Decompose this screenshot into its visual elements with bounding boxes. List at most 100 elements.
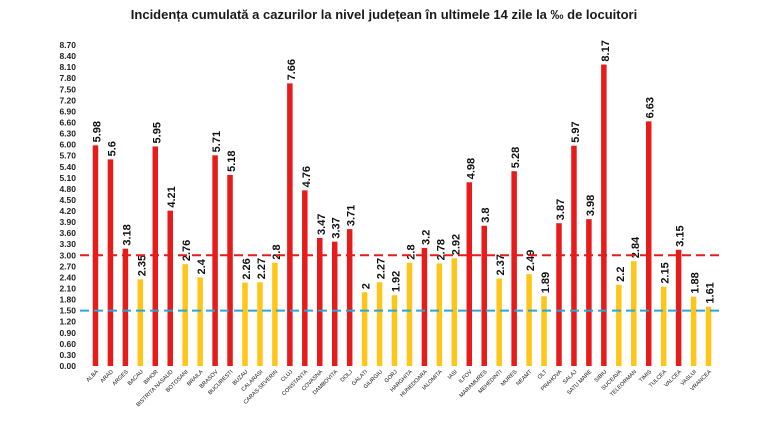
data-label: 1.92 <box>391 271 403 292</box>
y-tick-label: 5.10 <box>59 173 76 183</box>
bar <box>287 83 293 367</box>
bar <box>242 282 248 366</box>
bar <box>257 282 263 366</box>
data-label: 5.98 <box>91 121 103 142</box>
data-label: 2.84 <box>630 236 642 258</box>
bar <box>227 174 233 366</box>
y-tick-label: 7.80 <box>59 73 76 83</box>
data-label: 3.71 <box>346 205 358 226</box>
bar <box>212 155 218 366</box>
y-tick-label: 7.50 <box>59 84 76 94</box>
data-label: 2.92 <box>450 234 462 255</box>
data-label: 2.2 <box>615 267 627 282</box>
data-label: 4.21 <box>166 186 178 207</box>
bar <box>616 284 622 366</box>
y-tick-label: 8.40 <box>59 51 76 61</box>
bar <box>137 279 144 366</box>
y-tick-label: 6.30 <box>59 129 76 139</box>
bar <box>436 263 443 366</box>
y-tick-label: 2.70 <box>59 261 76 271</box>
data-label: 2.8 <box>271 244 283 259</box>
data-label: 2 <box>361 283 373 289</box>
y-tick-label: 1.50 <box>59 306 76 316</box>
data-label: 2.76 <box>181 240 193 261</box>
data-label: 1.88 <box>690 272 702 293</box>
bar <box>660 286 667 366</box>
data-label: 3.8 <box>480 207 492 222</box>
y-tick-label: 8.70 <box>59 40 76 50</box>
bar <box>107 159 114 366</box>
bar <box>197 277 203 366</box>
bar <box>526 274 532 366</box>
data-label: 5.97 <box>570 121 582 142</box>
data-label: 5.71 <box>211 131 223 152</box>
data-label: 5.28 <box>510 147 522 168</box>
bar <box>705 306 712 366</box>
y-tick-label: 2.40 <box>59 272 76 282</box>
data-label: 2.49 <box>525 250 537 271</box>
data-label: 3.15 <box>675 225 687 246</box>
data-label: 2.78 <box>435 239 447 260</box>
y-tick-label: 5.40 <box>59 162 76 172</box>
data-label: 3.98 <box>585 195 597 216</box>
bar <box>182 264 188 366</box>
data-label: 2.4 <box>196 258 208 274</box>
y-tick-label: 7.20 <box>59 95 76 105</box>
data-label: 3.37 <box>331 217 343 238</box>
bar <box>331 241 338 366</box>
bar <box>406 262 413 366</box>
data-label: 4.98 <box>465 158 477 179</box>
bar <box>631 261 637 366</box>
bar <box>601 64 607 366</box>
bar <box>511 171 517 366</box>
bar <box>541 296 547 366</box>
x-tick-label: IASI <box>447 369 459 381</box>
bar <box>376 282 383 366</box>
bar <box>556 223 562 366</box>
data-label: 2.35 <box>136 255 148 276</box>
data-label: 8.17 <box>600 40 612 61</box>
data-label: 2.27 <box>256 258 268 279</box>
y-tick-label: 6.60 <box>59 117 76 127</box>
y-tick-label: 0.90 <box>59 328 76 338</box>
bar <box>466 182 473 366</box>
bar <box>167 210 173 366</box>
bar <box>346 229 353 366</box>
y-tick-label: 5.70 <box>59 151 76 161</box>
data-label: 2.8 <box>405 244 417 259</box>
y-tick-label: 6.90 <box>59 106 76 116</box>
y-tick-label: 0.60 <box>59 339 76 349</box>
data-label: 6.63 <box>645 97 657 118</box>
x-tick-label: BACAU <box>127 369 145 387</box>
data-label: 5.18 <box>226 150 238 171</box>
y-tick-label: 3.60 <box>59 228 76 238</box>
bar <box>361 292 368 366</box>
data-label: 4.76 <box>301 166 313 187</box>
bar <box>317 237 323 366</box>
data-label: 5.6 <box>106 141 118 156</box>
x-tick-label: ALBA <box>86 369 101 384</box>
bar <box>690 296 697 366</box>
data-label: 3.87 <box>555 199 567 220</box>
bar <box>122 248 129 366</box>
bar <box>302 190 308 366</box>
data-label: 2.27 <box>376 258 388 279</box>
y-tick-label: 4.20 <box>59 206 76 216</box>
y-tick-label: 0.00 <box>59 361 76 371</box>
y-tick-label: 4.80 <box>59 184 76 194</box>
chart-title: Incidența cumulată a cazurilor la nivel … <box>130 7 638 22</box>
bar <box>451 258 458 366</box>
y-tick-label: 3.90 <box>59 217 76 227</box>
bar <box>391 295 398 366</box>
data-label: 7.66 <box>286 59 298 80</box>
data-label: 5.95 <box>151 122 163 143</box>
y-tick-label: 0.30 <box>59 350 76 360</box>
data-label: 1.61 <box>705 282 717 303</box>
y-tick-label: 3.00 <box>59 250 76 260</box>
data-label: 3.47 <box>316 214 328 235</box>
y-tick-label: 3.30 <box>59 239 76 249</box>
bar <box>586 219 592 366</box>
data-label: 1.89 <box>540 272 552 293</box>
bar <box>272 262 278 366</box>
